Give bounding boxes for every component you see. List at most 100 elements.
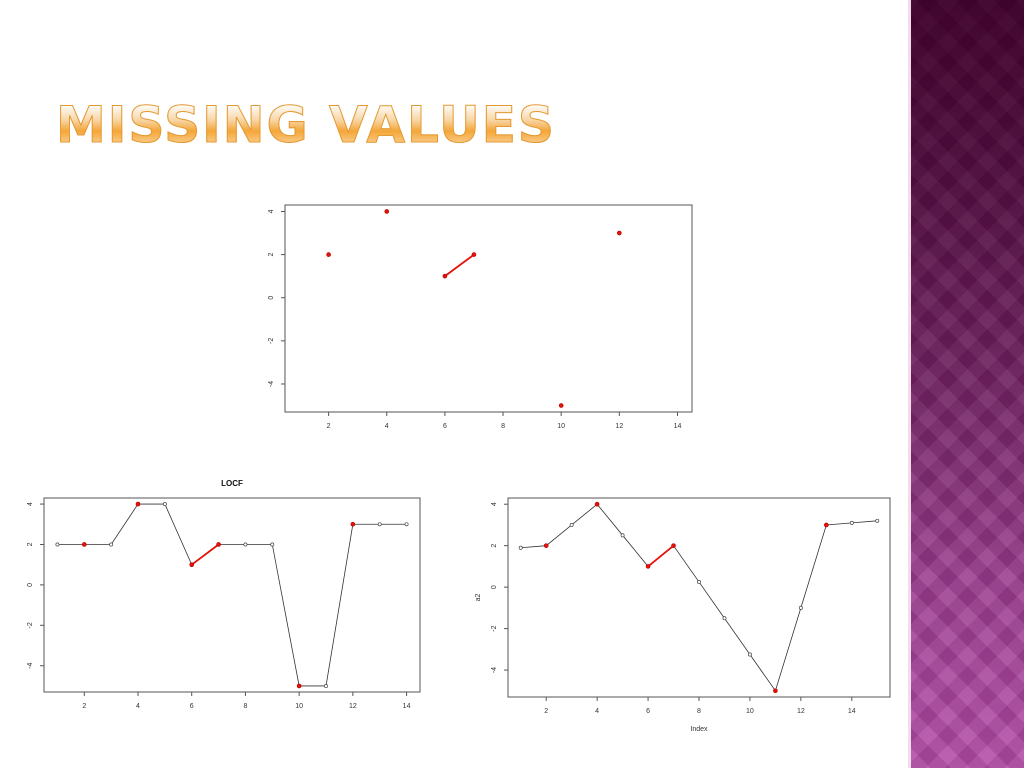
observed-point — [350, 521, 356, 527]
data-point — [350, 522, 355, 527]
data-point — [297, 683, 302, 688]
observed-point — [645, 564, 651, 569]
plot-frame — [284, 204, 693, 413]
observed-point — [471, 252, 477, 257]
x-tick-label: 4 — [136, 703, 140, 710]
observed-point — [594, 501, 600, 507]
observed-point — [671, 543, 676, 548]
data-point — [109, 542, 114, 547]
data-point — [875, 518, 880, 523]
y-tick-label: -4 — [27, 663, 34, 669]
x-tick-label: 10 — [295, 703, 303, 710]
y-tick-label: 2 — [268, 253, 275, 257]
x-tick-label: 14 — [403, 703, 411, 710]
y-tick-label: -2 — [268, 338, 275, 344]
observed-point — [135, 501, 141, 507]
x-tick-label: 4 — [595, 708, 599, 715]
y-tick-label: -2 — [491, 625, 498, 631]
y-tick-label: 2 — [27, 542, 34, 546]
x-tick-label: 10 — [746, 708, 754, 715]
side-divider-line — [908, 0, 911, 768]
data-point — [620, 533, 625, 538]
x-tick-label: 6 — [646, 708, 650, 715]
y-tick-label: -4 — [491, 667, 498, 673]
x-tick-label: 4 — [385, 423, 389, 430]
y-tick-label: 0 — [268, 296, 275, 300]
x-tick-label: 14 — [848, 708, 856, 715]
data-point — [243, 542, 248, 547]
x-axis-label: Index — [690, 726, 708, 733]
observed-point — [824, 522, 829, 528]
plot-frame — [507, 497, 891, 698]
data-point — [646, 564, 651, 569]
x-tick-label: 2 — [327, 423, 331, 430]
data-point — [722, 616, 727, 621]
y-tick-label: 4 — [491, 502, 498, 506]
x-tick-label: 12 — [797, 708, 805, 715]
observed-point — [216, 542, 221, 547]
x-tick-label: 8 — [501, 423, 505, 430]
data-point — [404, 522, 409, 527]
data-point — [324, 683, 328, 688]
data-point — [569, 522, 574, 527]
observed-segment — [647, 544, 675, 568]
x-tick-label: 14 — [674, 423, 682, 430]
y-tick-label: -2 — [27, 622, 34, 628]
chart-interp: 2 4 6 8 10 12 14 -4 -2 0 2 4 Index a2 — [475, 497, 891, 733]
data-point — [697, 580, 701, 584]
y-tick-label: 0 — [27, 583, 34, 587]
y-tick-label: -4 — [268, 381, 275, 387]
chart-title: LOCF — [221, 479, 243, 488]
data-point — [773, 688, 778, 693]
series-line — [57, 503, 407, 687]
y-tick-label: 4 — [27, 502, 34, 506]
y-tick-label: 4 — [268, 209, 275, 213]
data-point — [518, 545, 523, 550]
data-point — [544, 543, 549, 548]
data-point — [595, 502, 600, 507]
x-tick-label: 6 — [443, 423, 447, 430]
x-tick-label: 2 — [82, 703, 86, 710]
y-tick-label: 0 — [491, 585, 498, 589]
data-point — [798, 605, 803, 610]
y-axis-label: a2 — [475, 594, 482, 602]
x-tick-label: 8 — [697, 708, 701, 715]
y-tick-label: 2 — [491, 544, 498, 548]
observed-point — [442, 273, 448, 279]
observed-point — [81, 542, 87, 547]
x-tick-label: 6 — [190, 703, 194, 710]
data-point — [82, 542, 87, 547]
observed-point — [558, 403, 564, 408]
x-tick-label: 12 — [615, 423, 623, 430]
observed-point — [189, 562, 195, 567]
observed-segment — [444, 253, 475, 277]
data-point — [849, 520, 854, 525]
data-point — [824, 522, 829, 527]
observed-point — [773, 688, 778, 694]
observed-point — [296, 683, 302, 689]
x-tick-label: 2 — [544, 708, 548, 715]
observed-point — [543, 543, 549, 548]
decorative-side-band — [911, 0, 1024, 768]
x-tick-label: 12 — [349, 703, 357, 710]
chart-locf: 2 4 6 8 10 12 14 -4 -2 0 2 4 LOCF — [27, 479, 421, 710]
data-point — [189, 562, 194, 567]
data-point — [270, 542, 275, 547]
x-tick-label: 8 — [243, 703, 247, 710]
data-point — [377, 522, 382, 527]
chart-top: 2 4 6 8 10 12 14 -4 -2 0 2 4 — [268, 204, 693, 430]
data-point — [747, 652, 752, 657]
observed-point — [326, 252, 331, 257]
slide-title: Missing Values — [56, 96, 556, 154]
plot-frame — [43, 497, 421, 693]
data-point — [671, 543, 676, 548]
observed-point — [617, 230, 622, 236]
x-tick-label: 10 — [557, 423, 565, 430]
data-point — [162, 502, 167, 507]
observed-point — [384, 209, 390, 214]
data-point — [55, 542, 60, 547]
series-line — [520, 503, 878, 692]
observed-segment — [191, 543, 220, 566]
data-point — [216, 542, 221, 547]
data-point — [136, 502, 140, 507]
